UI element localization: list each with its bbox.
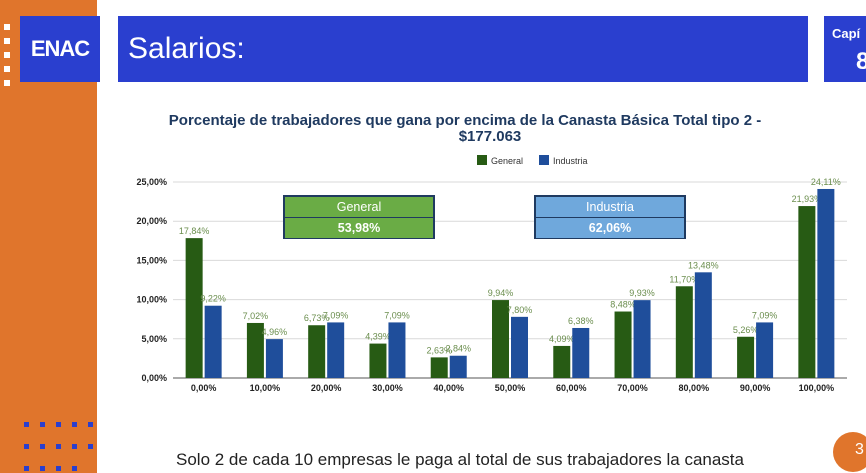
data-label: 9,94%: [488, 288, 514, 298]
data-label: 9,22%: [200, 294, 226, 304]
summary-industria-label: Industria: [536, 197, 684, 217]
salary-bar-chart: Porcentaje de trabajadores que gana por …: [136, 112, 847, 393]
y-tick-label: 5,00%: [141, 334, 167, 344]
decorative-dot: [40, 466, 45, 471]
bar-industria: [388, 322, 406, 378]
x-tick-label: 80,00%: [679, 383, 710, 393]
x-tick-label: 50,00%: [495, 383, 526, 393]
x-tick-label: 100,00%: [799, 383, 835, 393]
decorative-dot: [72, 422, 77, 427]
decorative-dots: [24, 422, 104, 472]
decorative-dot: [24, 444, 29, 449]
decorative-dot: [72, 466, 77, 471]
bar-industria: [756, 322, 774, 378]
decorative-dot: [72, 444, 77, 449]
x-tick-label: 10,00%: [250, 383, 281, 393]
bar-industria: [265, 339, 283, 378]
data-label: 4,39%: [365, 332, 391, 342]
decorative-dot: [56, 466, 61, 471]
chart-title-line1: Porcentaje de trabajadores que gana por …: [169, 112, 761, 129]
x-tick-label: 30,00%: [372, 383, 403, 393]
bar-industria: [204, 305, 222, 378]
data-label: 8,48%: [610, 300, 636, 310]
legend-swatch: [477, 155, 487, 165]
legend-swatch: [539, 155, 549, 165]
bar-general: [492, 300, 509, 378]
chapter-badge: Capí 8: [824, 16, 866, 82]
page-number: 3: [833, 432, 866, 472]
bar-general: [185, 238, 203, 378]
logo-dot-strip: [0, 16, 14, 86]
data-label: 4,96%: [262, 327, 288, 337]
data-label: 4,09%: [549, 334, 575, 344]
bar-industria: [694, 272, 712, 378]
data-label: 7,80%: [507, 305, 533, 315]
data-label: 7,09%: [752, 310, 778, 320]
data-label: 17,84%: [179, 226, 210, 236]
bar-industria: [511, 316, 528, 378]
data-label: 21,93%: [792, 194, 823, 204]
data-label: 2,63%: [426, 345, 452, 355]
bar-general: [737, 336, 755, 378]
decorative-dot: [88, 422, 93, 427]
legend-label: General: [491, 156, 523, 166]
bar-general: [675, 286, 693, 378]
bar-general: [430, 357, 448, 378]
bar-industria: [572, 327, 590, 378]
decorative-dot: [24, 422, 29, 427]
data-label: 6,38%: [568, 316, 594, 326]
summary-general-value: 53,98%: [285, 217, 433, 238]
chart-title-line2: $177.063: [459, 128, 522, 145]
decorative-dot: [40, 422, 45, 427]
data-label: 24,11%: [811, 177, 841, 187]
data-label: 9,93%: [629, 288, 655, 298]
x-tick-label: 70,00%: [617, 383, 648, 393]
legend-label: Industria: [553, 156, 588, 166]
bar-general: [614, 311, 632, 378]
x-tick-label: 60,00%: [556, 383, 587, 393]
decorative-dot: [56, 444, 61, 449]
bar-industria: [327, 322, 345, 378]
data-label: 7,09%: [323, 310, 349, 320]
chapter-label: Capí: [832, 26, 861, 41]
bar-general: [246, 322, 264, 378]
x-tick-label: 40,00%: [433, 383, 464, 393]
slide-title-text: Salarios:: [128, 32, 245, 65]
bar-general: [369, 343, 387, 378]
data-label: 13,48%: [688, 260, 719, 270]
x-tick-label: 90,00%: [740, 383, 771, 393]
enac-logo: ENAC: [20, 16, 100, 82]
decorative-dot: [40, 444, 45, 449]
data-label: 6,73%: [304, 313, 330, 323]
data-label: 7,02%: [243, 311, 269, 321]
bar-industria: [633, 300, 651, 378]
summary-box-general: General 53,98%: [283, 195, 435, 239]
decorative-dot: [24, 466, 29, 471]
chapter-number: 8: [856, 48, 866, 75]
summary-industria-value: 62,06%: [536, 217, 684, 238]
y-tick-label: 20,00%: [136, 216, 167, 226]
bar-general: [798, 206, 816, 378]
bar-industria: [449, 355, 467, 378]
y-tick-label: 10,00%: [136, 295, 167, 305]
x-tick-label: 20,00%: [311, 383, 342, 393]
data-label: 2,84%: [445, 344, 471, 354]
summary-box-industria: Industria 62,06%: [534, 195, 686, 239]
bar-industria: [817, 188, 835, 378]
data-label: 7,09%: [384, 310, 410, 320]
data-label: 11,70%: [669, 274, 699, 284]
x-tick-label: 0,00%: [191, 383, 217, 393]
y-tick-label: 0,00%: [141, 373, 167, 383]
bar-general: [308, 325, 326, 378]
bar-general: [553, 345, 571, 378]
decorative-dot: [88, 444, 93, 449]
summary-general-label: General: [285, 197, 433, 217]
decorative-dot: [56, 422, 61, 427]
y-tick-label: 25,00%: [136, 177, 167, 187]
slide-title: Salarios:: [118, 16, 808, 82]
footer-text: Solo 2 de cada 10 empresas le paga al to…: [176, 450, 744, 469]
data-label: 5,26%: [733, 325, 759, 335]
y-tick-label: 15,00%: [136, 255, 167, 265]
